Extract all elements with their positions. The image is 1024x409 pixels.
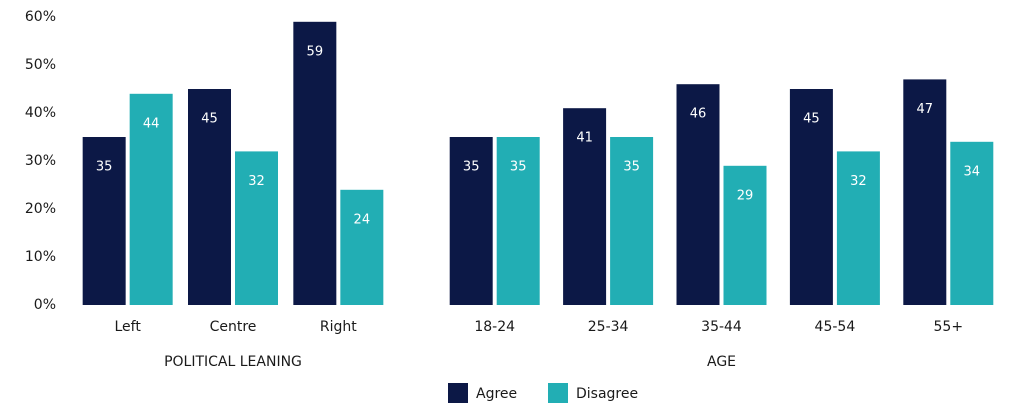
value-label: 24 <box>354 212 371 227</box>
value-label: 44 <box>143 116 160 131</box>
bar <box>836 151 880 305</box>
bar <box>293 21 337 306</box>
x-tick-label: 55+ <box>934 319 964 335</box>
legend-label: Disagree <box>576 386 638 402</box>
value-label: 46 <box>690 107 707 122</box>
value-label: 32 <box>248 174 265 189</box>
x-tick-label: 45-54 <box>815 319 856 335</box>
value-label: 45 <box>201 112 218 127</box>
value-label: 32 <box>850 174 867 189</box>
bar <box>82 137 126 305</box>
value-label: 47 <box>917 102 934 117</box>
group-label: AGE <box>707 354 736 370</box>
legend-swatch <box>548 383 568 403</box>
x-tick-label: Centre <box>210 319 257 335</box>
bar <box>563 108 607 305</box>
y-tick-label: 30% <box>25 153 56 169</box>
bar <box>789 89 833 305</box>
bar <box>676 84 720 305</box>
y-tick-label: 50% <box>25 57 56 73</box>
bar <box>129 93 173 305</box>
value-label: 35 <box>463 160 480 175</box>
bar <box>610 137 654 305</box>
legend-label: Agree <box>476 386 517 402</box>
value-label: 59 <box>307 44 324 59</box>
y-tick-label: 10% <box>25 249 56 265</box>
value-label: 29 <box>737 188 754 203</box>
bar <box>950 141 994 305</box>
value-label: 35 <box>96 160 113 175</box>
value-label: 45 <box>803 112 820 127</box>
x-tick-label: Right <box>320 319 357 335</box>
bar <box>496 137 540 305</box>
group-label: POLITICAL LEANING <box>164 354 302 370</box>
value-label: 34 <box>964 164 981 179</box>
y-tick-label: 60% <box>25 9 56 25</box>
value-label: 41 <box>576 131 593 146</box>
x-tick-label: 25-34 <box>588 319 629 335</box>
value-label: 35 <box>623 160 640 175</box>
value-label: 35 <box>510 160 527 175</box>
legend-swatch <box>448 383 468 403</box>
bar <box>723 165 767 305</box>
bar <box>449 137 493 305</box>
x-tick-label: Left <box>114 319 141 335</box>
bar <box>340 189 384 305</box>
x-tick-label: 18-24 <box>474 319 515 335</box>
bar <box>903 79 947 306</box>
bar <box>188 89 231 305</box>
x-tick-label: 35-44 <box>701 319 742 335</box>
bar <box>235 151 278 305</box>
y-tick-label: 40% <box>25 105 56 121</box>
y-tick-label: 20% <box>25 201 56 217</box>
y-tick-label: 0% <box>34 297 56 313</box>
